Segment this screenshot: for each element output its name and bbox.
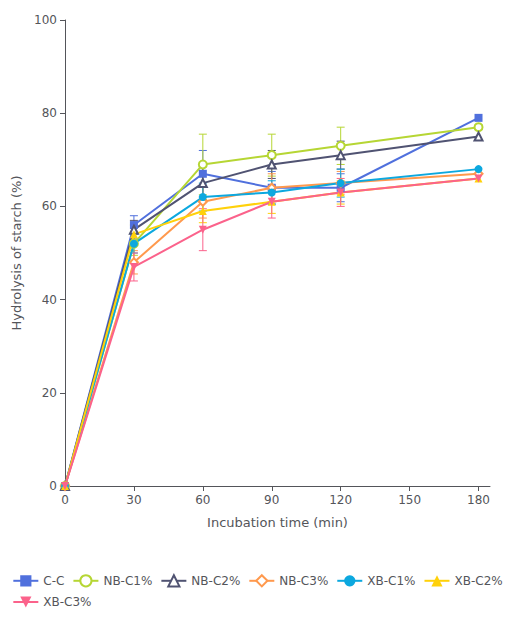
svg-text:80: 80 — [42, 106, 57, 120]
svg-text:NB-C1%: NB-C1% — [103, 574, 152, 588]
svg-text:90: 90 — [264, 493, 279, 507]
svg-text:XB-C1%: XB-C1% — [367, 574, 415, 588]
svg-text:C-C: C-C — [43, 574, 64, 588]
svg-text:0: 0 — [61, 493, 69, 507]
svg-text:180: 180 — [467, 493, 490, 507]
svg-text:NB-C2%: NB-C2% — [191, 574, 240, 588]
svg-text:120: 120 — [329, 493, 352, 507]
svg-text:XB-C2%: XB-C2% — [454, 574, 502, 588]
svg-text:60: 60 — [195, 493, 210, 507]
svg-text:40: 40 — [42, 293, 57, 307]
svg-text:60: 60 — [42, 199, 57, 213]
svg-text:Hydrolysis of starch (%): Hydrolysis of starch (%) — [9, 176, 24, 331]
svg-text:20: 20 — [42, 386, 57, 400]
svg-text:0: 0 — [49, 479, 57, 493]
svg-text:Incubation time (min): Incubation time (min) — [207, 515, 348, 530]
svg-text:30: 30 — [126, 493, 141, 507]
svg-text:100: 100 — [34, 13, 57, 27]
svg-text:150: 150 — [398, 493, 421, 507]
svg-text:XB-C3%: XB-C3% — [43, 595, 91, 609]
svg-text:NB-C3%: NB-C3% — [279, 574, 328, 588]
